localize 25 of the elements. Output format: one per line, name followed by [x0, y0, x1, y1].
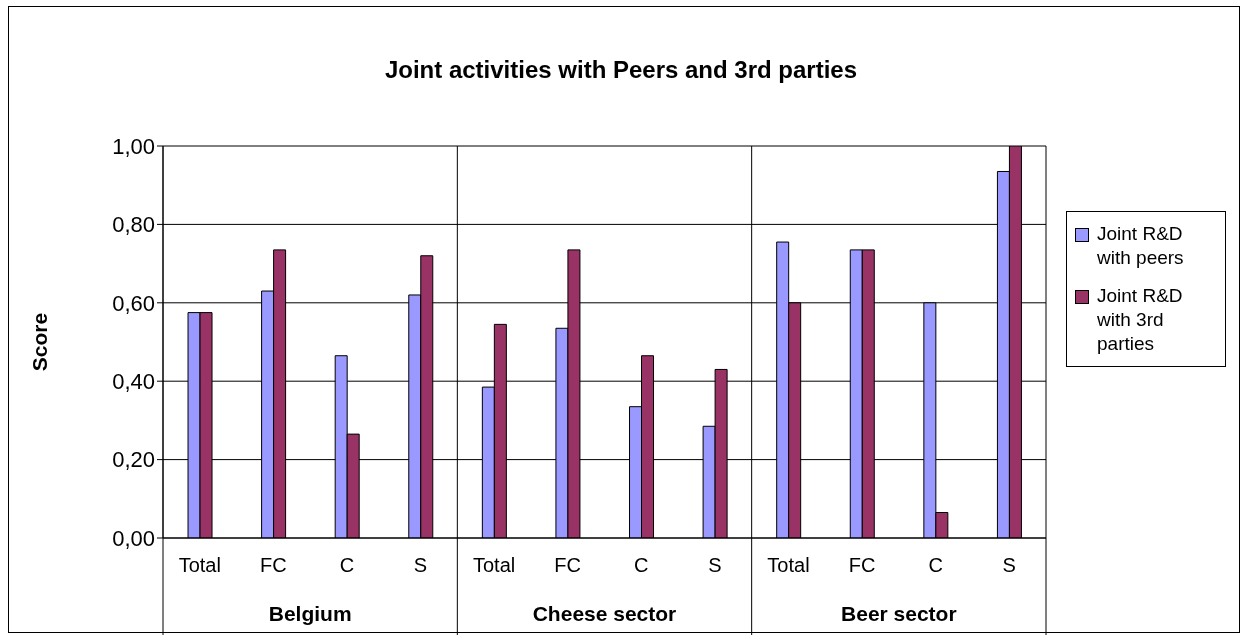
y-tick-label: 0,20 [112, 447, 155, 473]
y-tick-label: 0,40 [112, 369, 155, 395]
y-tick-label: 0,60 [112, 290, 155, 316]
text: Beer sector [841, 602, 957, 625]
legend-label: Joint R&D with peers [1097, 222, 1185, 270]
y-tick-label: 0,00 [112, 525, 155, 551]
legend-label: Joint R&D with 3rd parties [1097, 284, 1184, 356]
x-tick-label: FC [260, 554, 287, 577]
x-tick-label: S [708, 554, 722, 577]
x-tick-label: FC [554, 554, 582, 577]
x-tick-label: Total [473, 554, 516, 577]
y-tick-label: 0,80 [112, 212, 155, 238]
x-tick-label: S [1002, 554, 1016, 577]
x-tick-label: C [634, 554, 649, 577]
chart-title: Joint activities with Peers and 3rd parties [383, 56, 859, 84]
x-tick-label: S [413, 554, 428, 577]
x-tick-label: C [928, 554, 943, 577]
y-tick-label: 1,00 [112, 133, 155, 159]
x-tick-label: Total [178, 554, 221, 577]
y-axis-title: Score [28, 312, 52, 372]
x-tick-label: FC [848, 554, 876, 577]
text: Belgium [268, 602, 352, 625]
x-tick-label: Total [767, 554, 810, 577]
x-tick-label: C [339, 554, 355, 577]
text: Cheese sector [532, 602, 677, 625]
